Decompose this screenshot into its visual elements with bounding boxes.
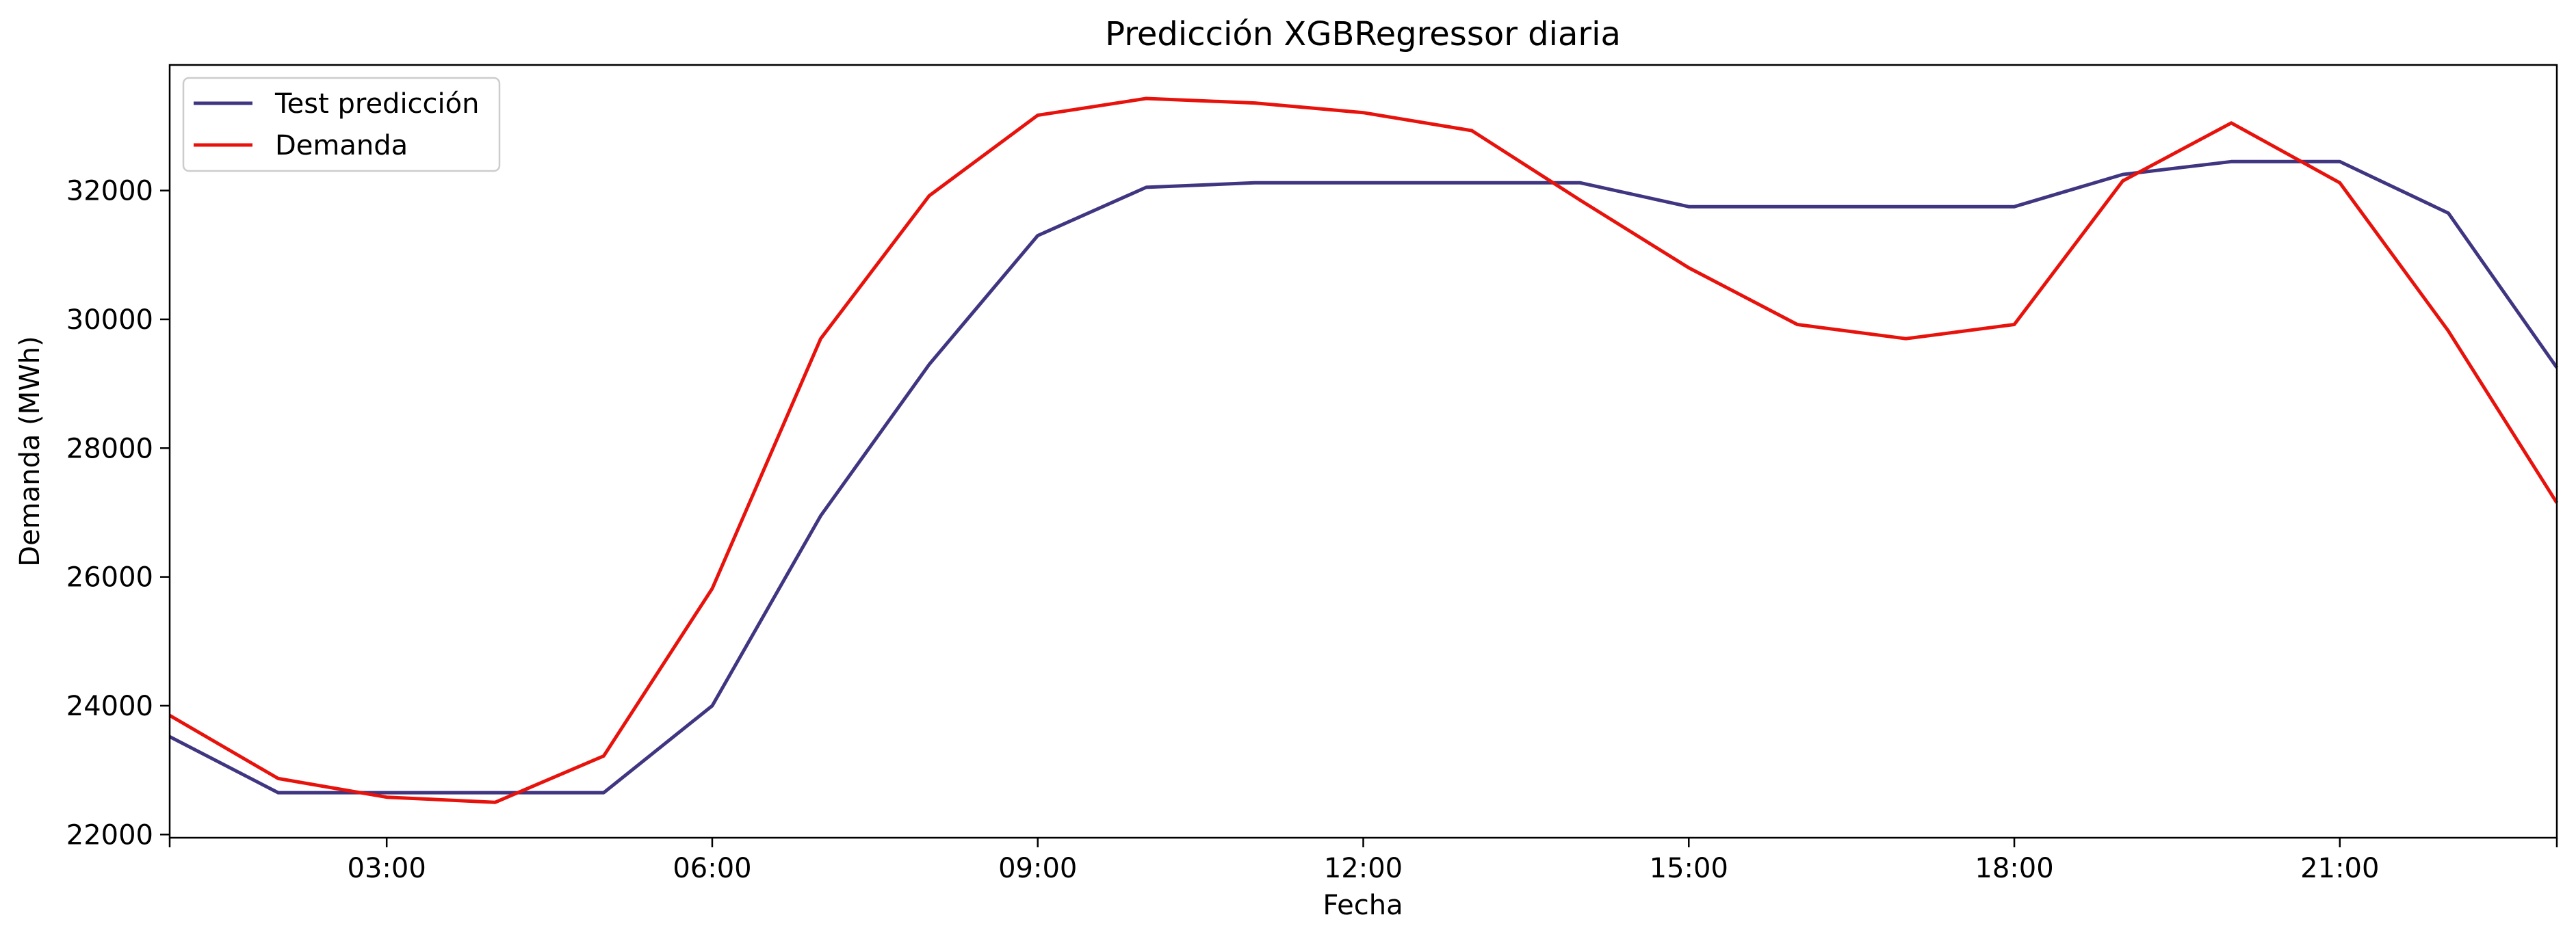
legend-box bbox=[182, 77, 501, 172]
x-axis-label: Fecha bbox=[1323, 890, 1403, 921]
series-line-demanda bbox=[168, 96, 2559, 804]
series-line-test-prediccion bbox=[168, 159, 2559, 795]
y-tick-label: 24000 bbox=[66, 691, 153, 722]
legend-label-test-prediccion: Test predicción bbox=[274, 88, 479, 120]
y-tick-label: 22000 bbox=[66, 819, 153, 851]
x-tick-label: 12:00 bbox=[1324, 853, 1403, 884]
x-axis: 03:00 06:00 09:00 12:00 15:00 18:00 21:00 bbox=[168, 838, 2558, 884]
chart-title: Predicción XGBRegressor diaria bbox=[1105, 15, 1621, 53]
y-tick-label: 28000 bbox=[66, 433, 153, 464]
x-tick-label: 15:00 bbox=[1650, 853, 1728, 884]
x-tick-label: 09:00 bbox=[998, 853, 1077, 884]
y-tick-label: 26000 bbox=[66, 562, 153, 594]
y-tick-label: 32000 bbox=[66, 176, 153, 207]
x-tick-label: 18:00 bbox=[1975, 853, 2053, 884]
y-axis-label: Demanda (MWh) bbox=[14, 336, 46, 566]
legend: Test predicción Demanda bbox=[182, 77, 501, 172]
x-tick-label: 06:00 bbox=[673, 853, 751, 884]
legend-label-demanda: Demanda bbox=[275, 130, 408, 161]
plot-area bbox=[168, 96, 2559, 804]
x-tick-label: 03:00 bbox=[348, 853, 426, 884]
y-axis: 22000 24000 26000 28000 30000 32000 bbox=[66, 176, 170, 851]
x-tick-label: 21:00 bbox=[2300, 853, 2379, 884]
y-tick-label: 30000 bbox=[66, 304, 153, 336]
